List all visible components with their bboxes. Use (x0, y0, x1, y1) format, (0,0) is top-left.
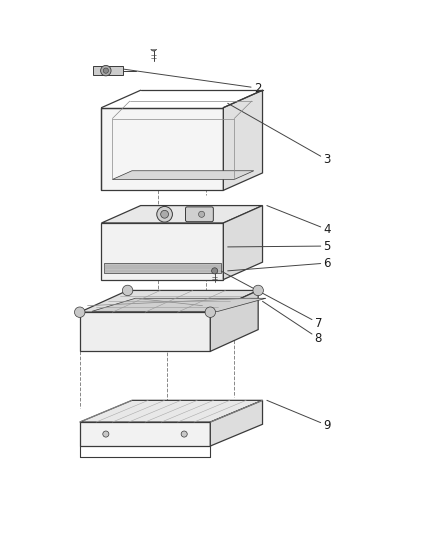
Polygon shape (223, 90, 262, 190)
Polygon shape (80, 400, 262, 422)
Circle shape (161, 211, 169, 218)
Polygon shape (92, 298, 266, 311)
Polygon shape (223, 206, 262, 279)
Circle shape (212, 268, 218, 274)
Circle shape (205, 307, 215, 318)
Text: 2: 2 (119, 68, 261, 94)
Circle shape (181, 431, 187, 437)
Text: 5: 5 (228, 239, 331, 253)
Polygon shape (80, 290, 258, 312)
Polygon shape (80, 312, 210, 351)
Text: 3: 3 (228, 103, 331, 166)
Circle shape (151, 45, 157, 51)
Circle shape (198, 211, 205, 217)
Polygon shape (102, 223, 223, 279)
Polygon shape (102, 206, 262, 223)
Circle shape (122, 285, 133, 296)
Circle shape (74, 307, 85, 318)
Text: 6: 6 (228, 256, 331, 271)
Text: 8: 8 (262, 301, 322, 345)
Polygon shape (93, 66, 123, 75)
Polygon shape (102, 108, 223, 190)
Polygon shape (210, 400, 262, 446)
Circle shape (101, 66, 111, 76)
Text: 4: 4 (267, 206, 331, 236)
Text: 1: 1 (0, 532, 1, 533)
Text: 9: 9 (267, 400, 331, 432)
Circle shape (103, 68, 109, 73)
Polygon shape (210, 290, 258, 351)
Polygon shape (80, 422, 210, 446)
Circle shape (157, 206, 173, 222)
Circle shape (103, 431, 109, 437)
FancyBboxPatch shape (185, 207, 213, 222)
Polygon shape (104, 263, 221, 273)
Polygon shape (113, 171, 254, 180)
Circle shape (253, 285, 263, 296)
Text: 7: 7 (219, 270, 322, 329)
